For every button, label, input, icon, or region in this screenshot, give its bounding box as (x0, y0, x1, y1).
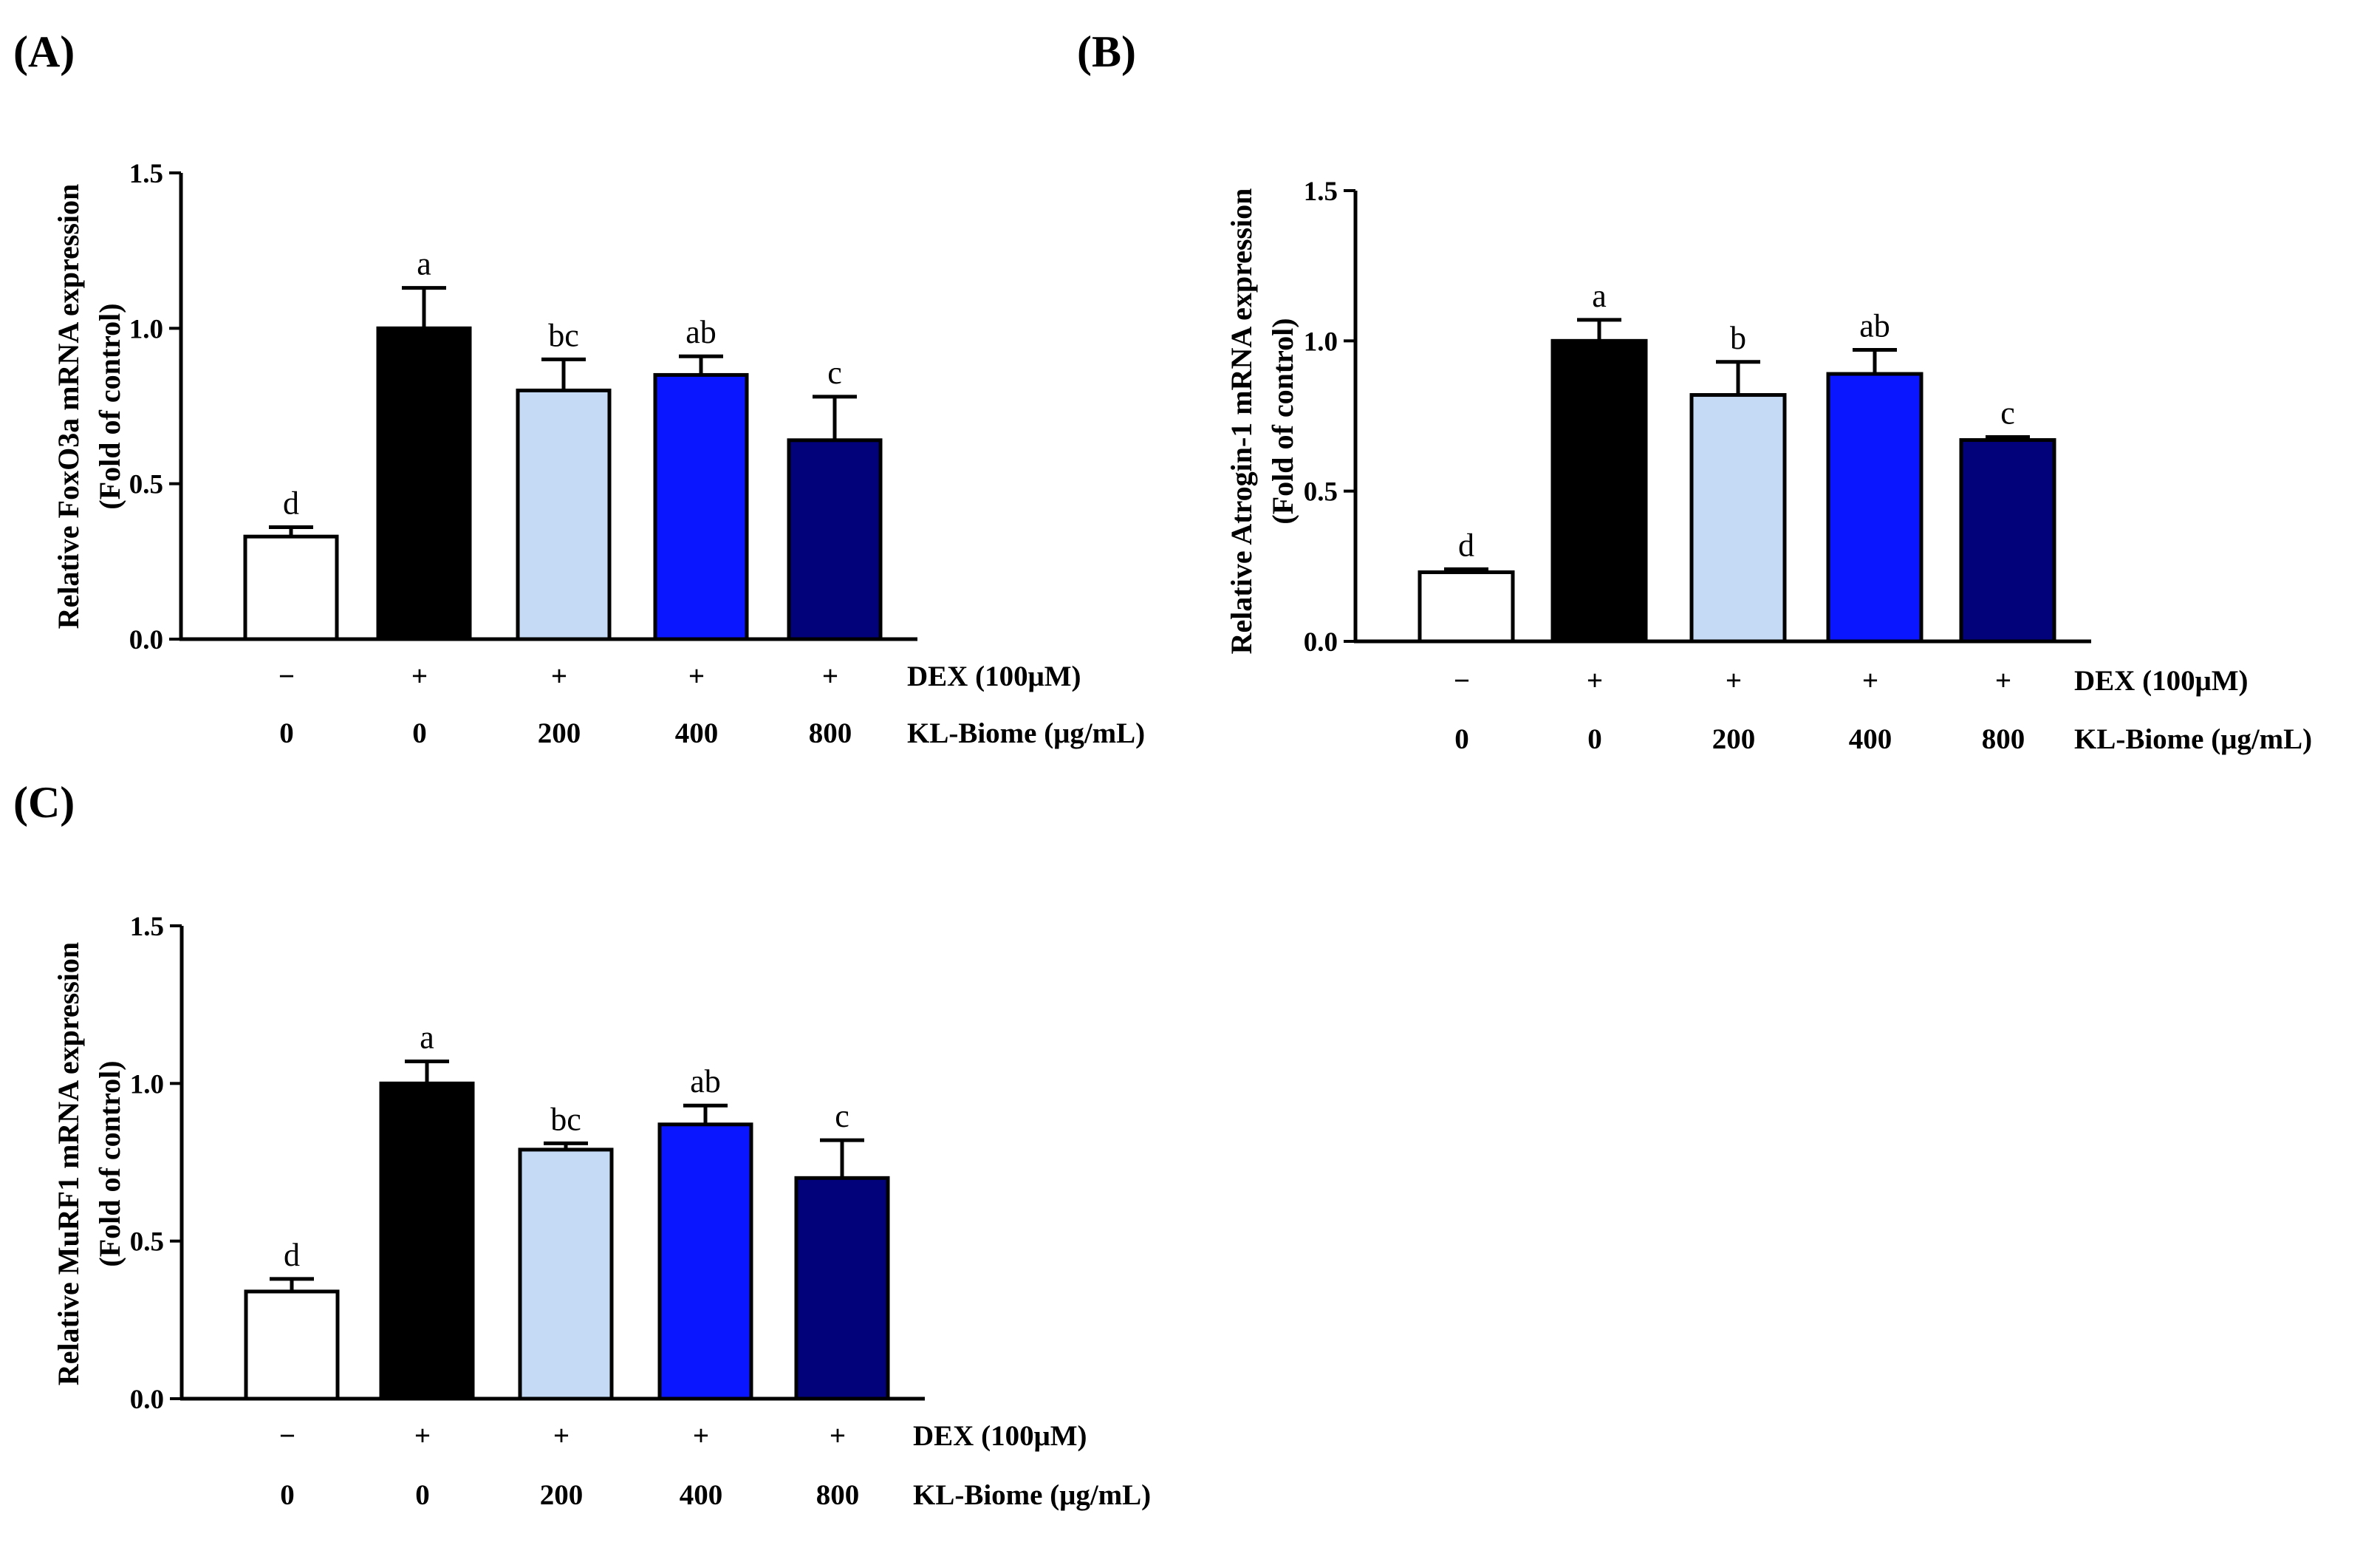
bar (243, 534, 339, 641)
dex-value: + (411, 661, 428, 692)
dex-value: + (688, 661, 705, 692)
panel-label: (B) (1077, 27, 1136, 76)
panel-label: (A) (13, 27, 75, 76)
bar (653, 372, 749, 641)
bar (787, 438, 883, 641)
significance-label: bc (548, 317, 579, 353)
dex-row-label: DEX (100μM) (913, 1420, 1087, 1452)
dex-value: − (1454, 665, 1470, 697)
bar (244, 1289, 340, 1401)
panel-a-foxo3a-chart: (A) Relative FoxO3a mRNA expression (Fold … (13, 27, 1145, 749)
dex-value: + (1995, 665, 2011, 697)
kl-biome-value: 200 (1712, 723, 1756, 755)
y-axis-label-line1: Relative MuRF1 mRNA expression (52, 942, 85, 1385)
significance-label: bc (550, 1101, 581, 1137)
y-axis-label-line2: (Fold of control) (93, 1060, 126, 1266)
kl-biome-value: 400 (675, 717, 719, 749)
kl-biome-value: 0 (415, 1479, 430, 1511)
y-tick-label: 0.5 (129, 470, 163, 500)
dex-value: + (553, 1420, 570, 1452)
y-tick-label: 1.5 (129, 159, 163, 189)
dex-value: + (693, 1420, 709, 1452)
panel-c-murf1-chart: (C) Relative MuRF1 mRNA expression (Fold o… (13, 778, 1151, 1511)
dex-row-label: DEX (100μM) (907, 661, 1081, 692)
dex-value: + (1587, 665, 1603, 697)
significance-label: c (2000, 395, 2015, 431)
y-tick-label: 0.5 (130, 1227, 164, 1258)
kl-biome-value: 200 (540, 1479, 584, 1511)
bar (657, 1122, 753, 1401)
y-tick-label: 0.0 (130, 1385, 164, 1415)
y-axis-label: Relative Atrogin-1 mRNA expression (Fold … (1225, 188, 1299, 655)
y-tick-label: 1.0 (130, 1069, 164, 1099)
bar (1550, 338, 1648, 644)
kl-biome-value: 0 (280, 1479, 295, 1511)
kl-biome-value: 800 (816, 1479, 860, 1511)
kl-biome-row-label: KL-Biome (μg/mL) (907, 717, 1145, 749)
y-axis-label-line2: (Fold of control) (93, 303, 126, 509)
significance-label: d (284, 1237, 300, 1273)
bar (1418, 570, 1515, 644)
significance-label: a (417, 246, 431, 282)
y-tick-label: 1.0 (1304, 327, 1338, 357)
dex-row-label: DEX (100μM) (2074, 665, 2249, 697)
panel-b-atrogin1-chart: (B) Relative Atrogin-1 mRNA expression (Fo… (1077, 27, 2312, 755)
significance-label: ab (690, 1063, 721, 1099)
dex-value: + (1862, 665, 1878, 697)
bar (1959, 438, 2056, 644)
significance-label: b (1730, 320, 1746, 356)
significance-label: a (1592, 278, 1607, 314)
y-tick-label: 1.5 (1304, 177, 1338, 207)
y-tick-label: 1.0 (129, 314, 163, 344)
significance-label: d (283, 485, 299, 522)
y-axis-label-line2: (Fold of control) (1266, 318, 1299, 524)
y-axis-label: Relative FoxO3a mRNA expression (Fold of … (52, 184, 126, 630)
significance-label: ab (685, 314, 717, 350)
bar (379, 1081, 475, 1401)
kl-biome-row-label: KL-Biome (μg/mL) (913, 1479, 1151, 1511)
y-axis-label-line1: Relative Atrogin-1 mRNA expression (1225, 188, 1258, 655)
bar (376, 326, 472, 641)
bar (1826, 372, 1924, 644)
bar (1689, 393, 1787, 644)
y-axis-label-line1: Relative FoxO3a mRNA expression (52, 184, 85, 630)
bar (516, 388, 612, 641)
kl-biome-value: 200 (538, 717, 581, 749)
bar (518, 1147, 614, 1401)
kl-biome-value: 0 (279, 717, 294, 749)
significance-label: ab (1859, 308, 1890, 344)
dex-value: − (279, 1420, 295, 1452)
significance-label: d (1458, 527, 1474, 563)
y-tick-label: 0.0 (1304, 627, 1338, 658)
kl-biome-value: 800 (1982, 723, 2025, 755)
dex-value: + (822, 661, 838, 692)
kl-biome-value: 0 (1587, 723, 1602, 755)
y-tick-label: 0.5 (1304, 477, 1338, 508)
y-tick-label: 0.0 (129, 625, 163, 655)
panel-label: (C) (13, 778, 75, 827)
kl-biome-row-label: KL-Biome (μg/mL) (2074, 723, 2312, 755)
dex-value: + (414, 1420, 431, 1452)
dex-value: − (278, 661, 295, 692)
kl-biome-value: 400 (1849, 723, 1892, 755)
y-axis-label: Relative MuRF1 mRNA expression (Fold of c… (52, 942, 126, 1385)
significance-label: a (420, 1019, 434, 1055)
kl-biome-value: 0 (412, 717, 427, 749)
bar (794, 1176, 890, 1401)
kl-biome-value: 0 (1454, 723, 1469, 755)
significance-label: c (827, 355, 842, 391)
dex-value: + (551, 661, 567, 692)
kl-biome-value: 400 (680, 1479, 723, 1511)
y-tick-label: 1.5 (130, 912, 164, 942)
significance-label: c (835, 1098, 849, 1134)
dex-value: + (830, 1420, 846, 1452)
kl-biome-value: 800 (809, 717, 852, 749)
dex-value: + (1726, 665, 1742, 697)
